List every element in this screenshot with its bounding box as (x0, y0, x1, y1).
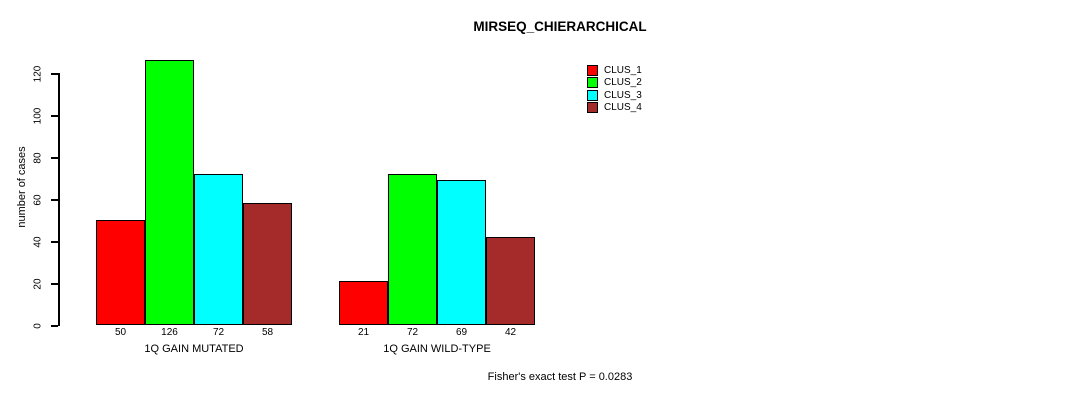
legend-label: CLUS_2 (604, 77, 642, 89)
y-axis-line (58, 73, 60, 326)
bar-clus_2-group1 (145, 60, 194, 325)
chart-title: MIRSEQ_CHIERARCHICAL (473, 19, 647, 34)
legend-label: CLUS_4 (604, 102, 642, 114)
y-axis-tick-label: 100 (32, 107, 44, 124)
bar-clus_4-group1 (243, 203, 292, 325)
y-axis-tick-label: 120 (32, 65, 44, 82)
bar-clus_1-group2 (339, 280, 388, 325)
bar-clus_4-group2 (486, 236, 535, 325)
y-axis-tick-label: 20 (32, 277, 44, 290)
legend-label: CLUS_1 (604, 64, 642, 76)
legend-swatch (587, 89, 598, 101)
bar-value-label: 72 (212, 327, 225, 338)
y-axis-tick (51, 325, 58, 327)
bar-value-label: 72 (406, 327, 419, 338)
y-axis-tick (51, 241, 58, 243)
y-axis-tick-label: 60 (32, 193, 44, 206)
y-axis-tick (51, 157, 58, 159)
y-axis-tick-label: 0 (32, 322, 44, 329)
legend-swatch (587, 77, 598, 89)
legend: CLUS_1 CLUS_2 CLUS_3 CLUS_4 (587, 64, 642, 114)
group-label-2: 1Q GAIN WILD-TYPE (383, 343, 491, 355)
bar-clus_2-group2 (388, 173, 437, 325)
bar-clus_3-group2 (437, 180, 486, 325)
bar-clus_1-group1 (96, 220, 145, 325)
group-label-1: 1Q GAIN MUTATED (144, 343, 244, 355)
legend-item-clus_1: CLUS_1 (587, 64, 642, 77)
bar-clus_3-group1 (194, 173, 243, 325)
bar-value-label: 50 (114, 327, 127, 338)
bar-value-label: 42 (504, 327, 517, 338)
y-axis-tick (51, 199, 58, 201)
y-axis-tick (51, 283, 58, 285)
legend-item-clus_4: CLUS_4 (587, 102, 642, 115)
y-axis-title: number of cases (16, 146, 28, 228)
y-axis-tick-label: 40 (32, 235, 44, 248)
y-axis-tick-label: 80 (32, 151, 44, 164)
y-axis-tick (51, 115, 58, 117)
bar-value-label: 69 (455, 327, 468, 338)
y-axis-tick (51, 73, 58, 75)
legend-label: CLUS_3 (604, 89, 642, 101)
legend-item-clus_2: CLUS_2 (587, 77, 642, 90)
bar-value-label: 58 (261, 327, 274, 338)
legend-swatch (587, 64, 598, 76)
legend-item-clus_3: CLUS_3 (587, 89, 642, 102)
stat-annotation: Fisher's exact test P = 0.0283 (487, 371, 633, 383)
legend-swatch (587, 102, 598, 114)
bar-value-label: 126 (161, 327, 178, 338)
bar-value-label: 21 (357, 327, 370, 338)
